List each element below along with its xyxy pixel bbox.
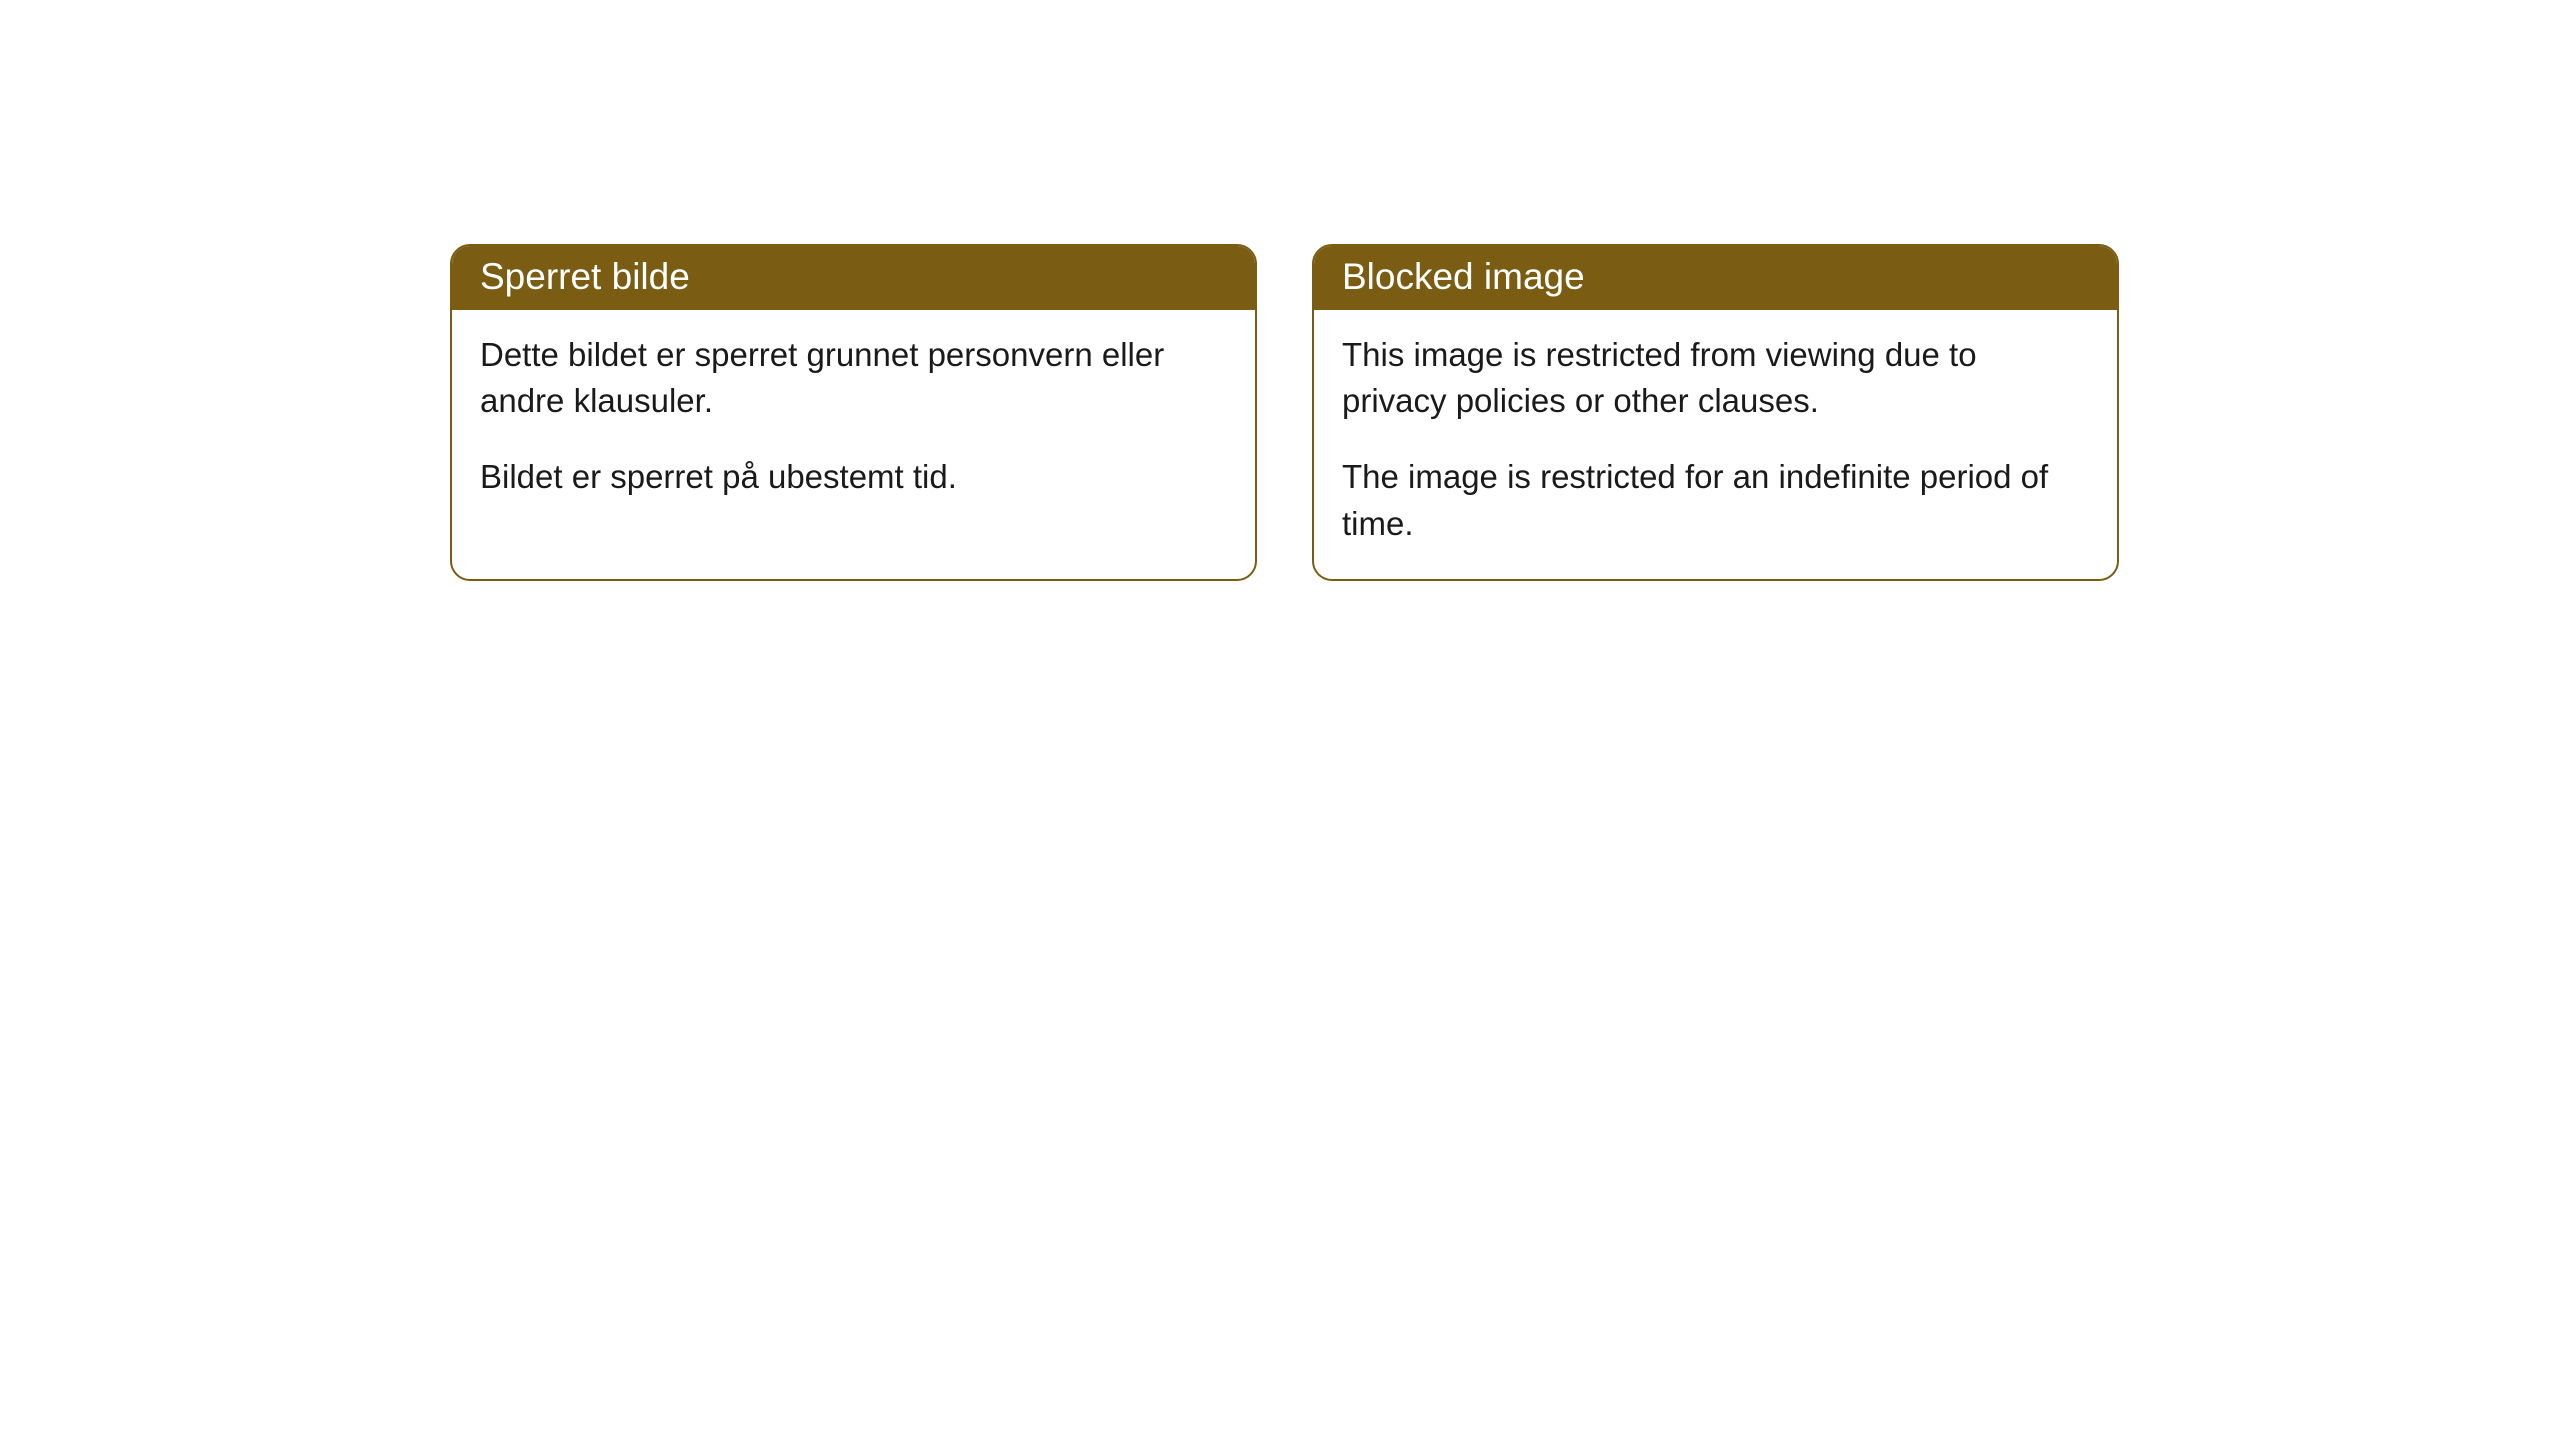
notice-paragraph-2: Bildet er sperret på ubestemt tid.	[480, 454, 1227, 500]
notice-paragraph-1: This image is restricted from viewing du…	[1342, 332, 2089, 424]
notice-body-english: This image is restricted from viewing du…	[1314, 310, 2117, 579]
notice-card-norwegian: Sperret bilde Dette bildet er sperret gr…	[450, 244, 1257, 581]
notice-container: Sperret bilde Dette bildet er sperret gr…	[450, 244, 2119, 581]
notice-header-english: Blocked image	[1314, 246, 2117, 310]
notice-body-norwegian: Dette bildet er sperret grunnet personve…	[452, 310, 1255, 533]
notice-paragraph-2: The image is restricted for an indefinit…	[1342, 454, 2089, 546]
notice-header-norwegian: Sperret bilde	[452, 246, 1255, 310]
notice-card-english: Blocked image This image is restricted f…	[1312, 244, 2119, 581]
notice-paragraph-1: Dette bildet er sperret grunnet personve…	[480, 332, 1227, 424]
